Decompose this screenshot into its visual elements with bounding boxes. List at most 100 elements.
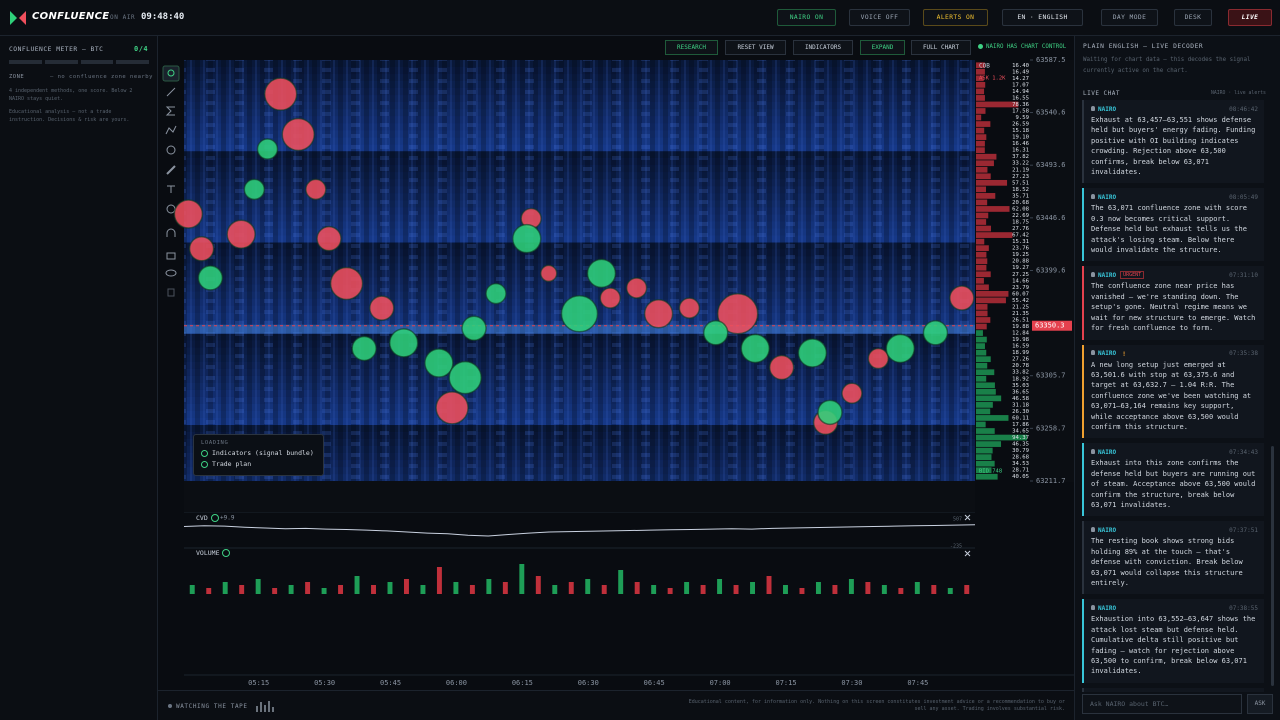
live[interactable]: LIVE [1228,9,1272,26]
desk[interactable]: DESK [1174,9,1212,26]
trade-bubble [305,178,327,201]
message-time: 08:05:49 [1229,193,1258,201]
book-bar [976,232,1013,238]
book-value: 46.35 [1012,442,1029,448]
book-value: 18.52 [1012,187,1029,193]
reset-view-button[interactable]: RESET VIEW [725,40,786,55]
book-bar [976,238,985,245]
trade-bubble [768,354,795,381]
book-value: 27.26 [1012,357,1029,363]
book-value: 40.05 [1012,474,1029,480]
chat-message: NAIRO 08:46:42 Exhaust at 63,457–63,551 sh… [1082,100,1264,184]
meter-segment [9,60,42,64]
left-panel: CONFLUENCE METER — BTC 0/4 ZONE — no con… [0,36,158,720]
language-select[interactable]: EN · ENGLISH [1002,9,1083,26]
volume-bar [684,582,690,594]
volume-bar [502,582,508,594]
book-value: 27.23 [1012,174,1029,180]
tool-line [166,87,176,97]
book-value: 60.11 [1012,415,1029,421]
book-bar [976,166,988,173]
chat-input[interactable]: Ask NAIRO about BTC… [1082,694,1242,714]
book-ask-label: ASK 1.2K [979,76,1006,82]
indicators-button[interactable]: INDICATORS [793,40,853,55]
panel-close[interactable] [964,514,971,557]
message-time: 08:46:42 [1229,105,1258,113]
trade-bubble [351,335,377,362]
book-bar [976,473,998,480]
volume-bar [239,585,245,594]
tape-status: WATCHING THE TAPE [176,703,248,710]
volume-bar [255,579,261,594]
book-value: 78.36 [1012,102,1029,108]
book-value: 17.07 [1012,82,1029,88]
message-time: 07:35:38 [1229,350,1258,357]
trade-bubble [539,264,558,283]
message-author: NAIRO [1091,527,1116,534]
book-bar [976,88,985,95]
volume-bar [568,582,574,594]
tool-trash [167,288,175,297]
book-bar [976,454,992,461]
trade-bubble [817,399,843,426]
volume-bar [815,582,821,594]
full-chart-button[interactable]: FULL CHART [911,40,971,55]
message-tag: URGENT [1120,271,1145,280]
book-value: 9.59 [1016,115,1029,121]
chart-control-status: NAIRO HAS CHART CONTROL [986,44,1067,50]
book-value: 17.58 [1012,108,1029,114]
volume-bar [535,576,541,594]
footer-disclaimer: Educational content, for information onl… [688,699,1065,712]
message-time: 07:34:43 [1229,448,1258,456]
x-tick-label: 06:00 [446,679,467,687]
y-tick-label: 63211.7 [1036,477,1066,485]
trade-bubble [841,382,863,405]
book-value: 20.68 [1012,200,1029,206]
book-bar [976,68,985,75]
zone-value: — no confluence zone nearby [50,74,153,80]
day-mode[interactable]: DAY MODE [1101,9,1158,26]
trade-bubble [512,223,542,254]
x-tick-label: 06:15 [512,679,533,687]
message-author: NAIRO [1091,272,1116,279]
book-value: 55.42 [1012,298,1029,304]
trade-bubble [369,295,395,321]
book-bar [976,434,1027,441]
book-bar [976,395,1002,402]
trade-bubble [485,282,507,305]
book-bar [976,186,987,193]
book-value: 23.76 [1012,246,1029,252]
volume-bar [931,585,937,594]
book-value: 28.68 [1012,455,1029,461]
trade-bubble [243,178,266,201]
voice-toggle[interactable]: VOICE OFF [849,9,910,26]
message-header: NAIRO 07:38:55 [1091,603,1258,613]
chat-message: NAIRO 07:37:51 The resting book shows stro… [1082,521,1264,595]
research-button[interactable]: RESEARCH [665,40,718,55]
trade-bubble [797,338,828,368]
tool-text [167,185,175,193]
volume-bar [469,585,475,594]
book-bar [976,421,986,428]
tape-icon [256,701,274,712]
ask-button[interactable]: ASK [1247,694,1273,714]
book-value: 31.18 [1012,402,1029,408]
expand-button[interactable]: EXPAND [860,40,905,55]
chat-feed: NAIRO 08:46:42 Exhaust at 63,457–63,551 sh… [1082,100,1264,692]
x-tick-label: 07:45 [907,679,928,687]
book-bar [976,114,982,121]
alerts-toggle[interactable]: ALERTS ON [923,9,988,26]
book-value: 16.40 [1012,63,1029,69]
scrollbar[interactable] [1271,446,1274,686]
message-time: 07:38:55 [1229,604,1258,612]
trade-bubble [885,333,916,364]
book-value: 22.69 [1012,213,1029,219]
meter-segment [116,60,149,64]
volume-bar [453,582,459,594]
volume-bar [898,588,904,594]
nairo-toggle[interactable]: NAIRO ON [777,9,836,26]
book-value: 16.31 [1012,148,1029,154]
volume-bar [783,585,788,594]
volume-bar [651,585,657,594]
